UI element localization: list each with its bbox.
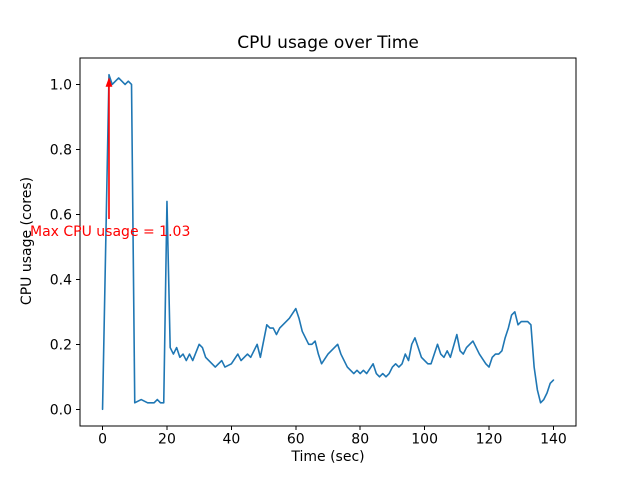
y-tick-label: 0.8 [50, 142, 72, 158]
y-axis-label: CPU usage (cores) [19, 176, 35, 306]
x-tick-label: 100 [411, 432, 438, 448]
max-cpu-annotation: Max CPU usage = 1.03 [30, 224, 191, 240]
x-tick-label: 120 [476, 432, 503, 448]
chart-title: CPU usage over Time [237, 33, 419, 53]
y-tick-label: 0.4 [50, 272, 72, 288]
y-tick-label: 0.6 [50, 207, 72, 223]
x-tick-label: 20 [158, 432, 176, 448]
x-tick-label: 40 [222, 432, 240, 448]
y-tick-label: 1.0 [50, 77, 72, 93]
axes-frame [79, 57, 577, 427]
x-tick-label: 0 [98, 432, 107, 448]
x-tick-label: 80 [351, 432, 369, 448]
cpu-usage-line [101, 73, 555, 411]
x-tick-label: 60 [287, 432, 305, 448]
y-tick-label: 0.2 [50, 337, 72, 353]
max-annotation-arrow-head [105, 77, 113, 87]
x-axis-label: Time (sec) [291, 449, 365, 465]
x-tick-label: 140 [540, 432, 567, 448]
y-tick-label: 0.0 [50, 402, 72, 418]
